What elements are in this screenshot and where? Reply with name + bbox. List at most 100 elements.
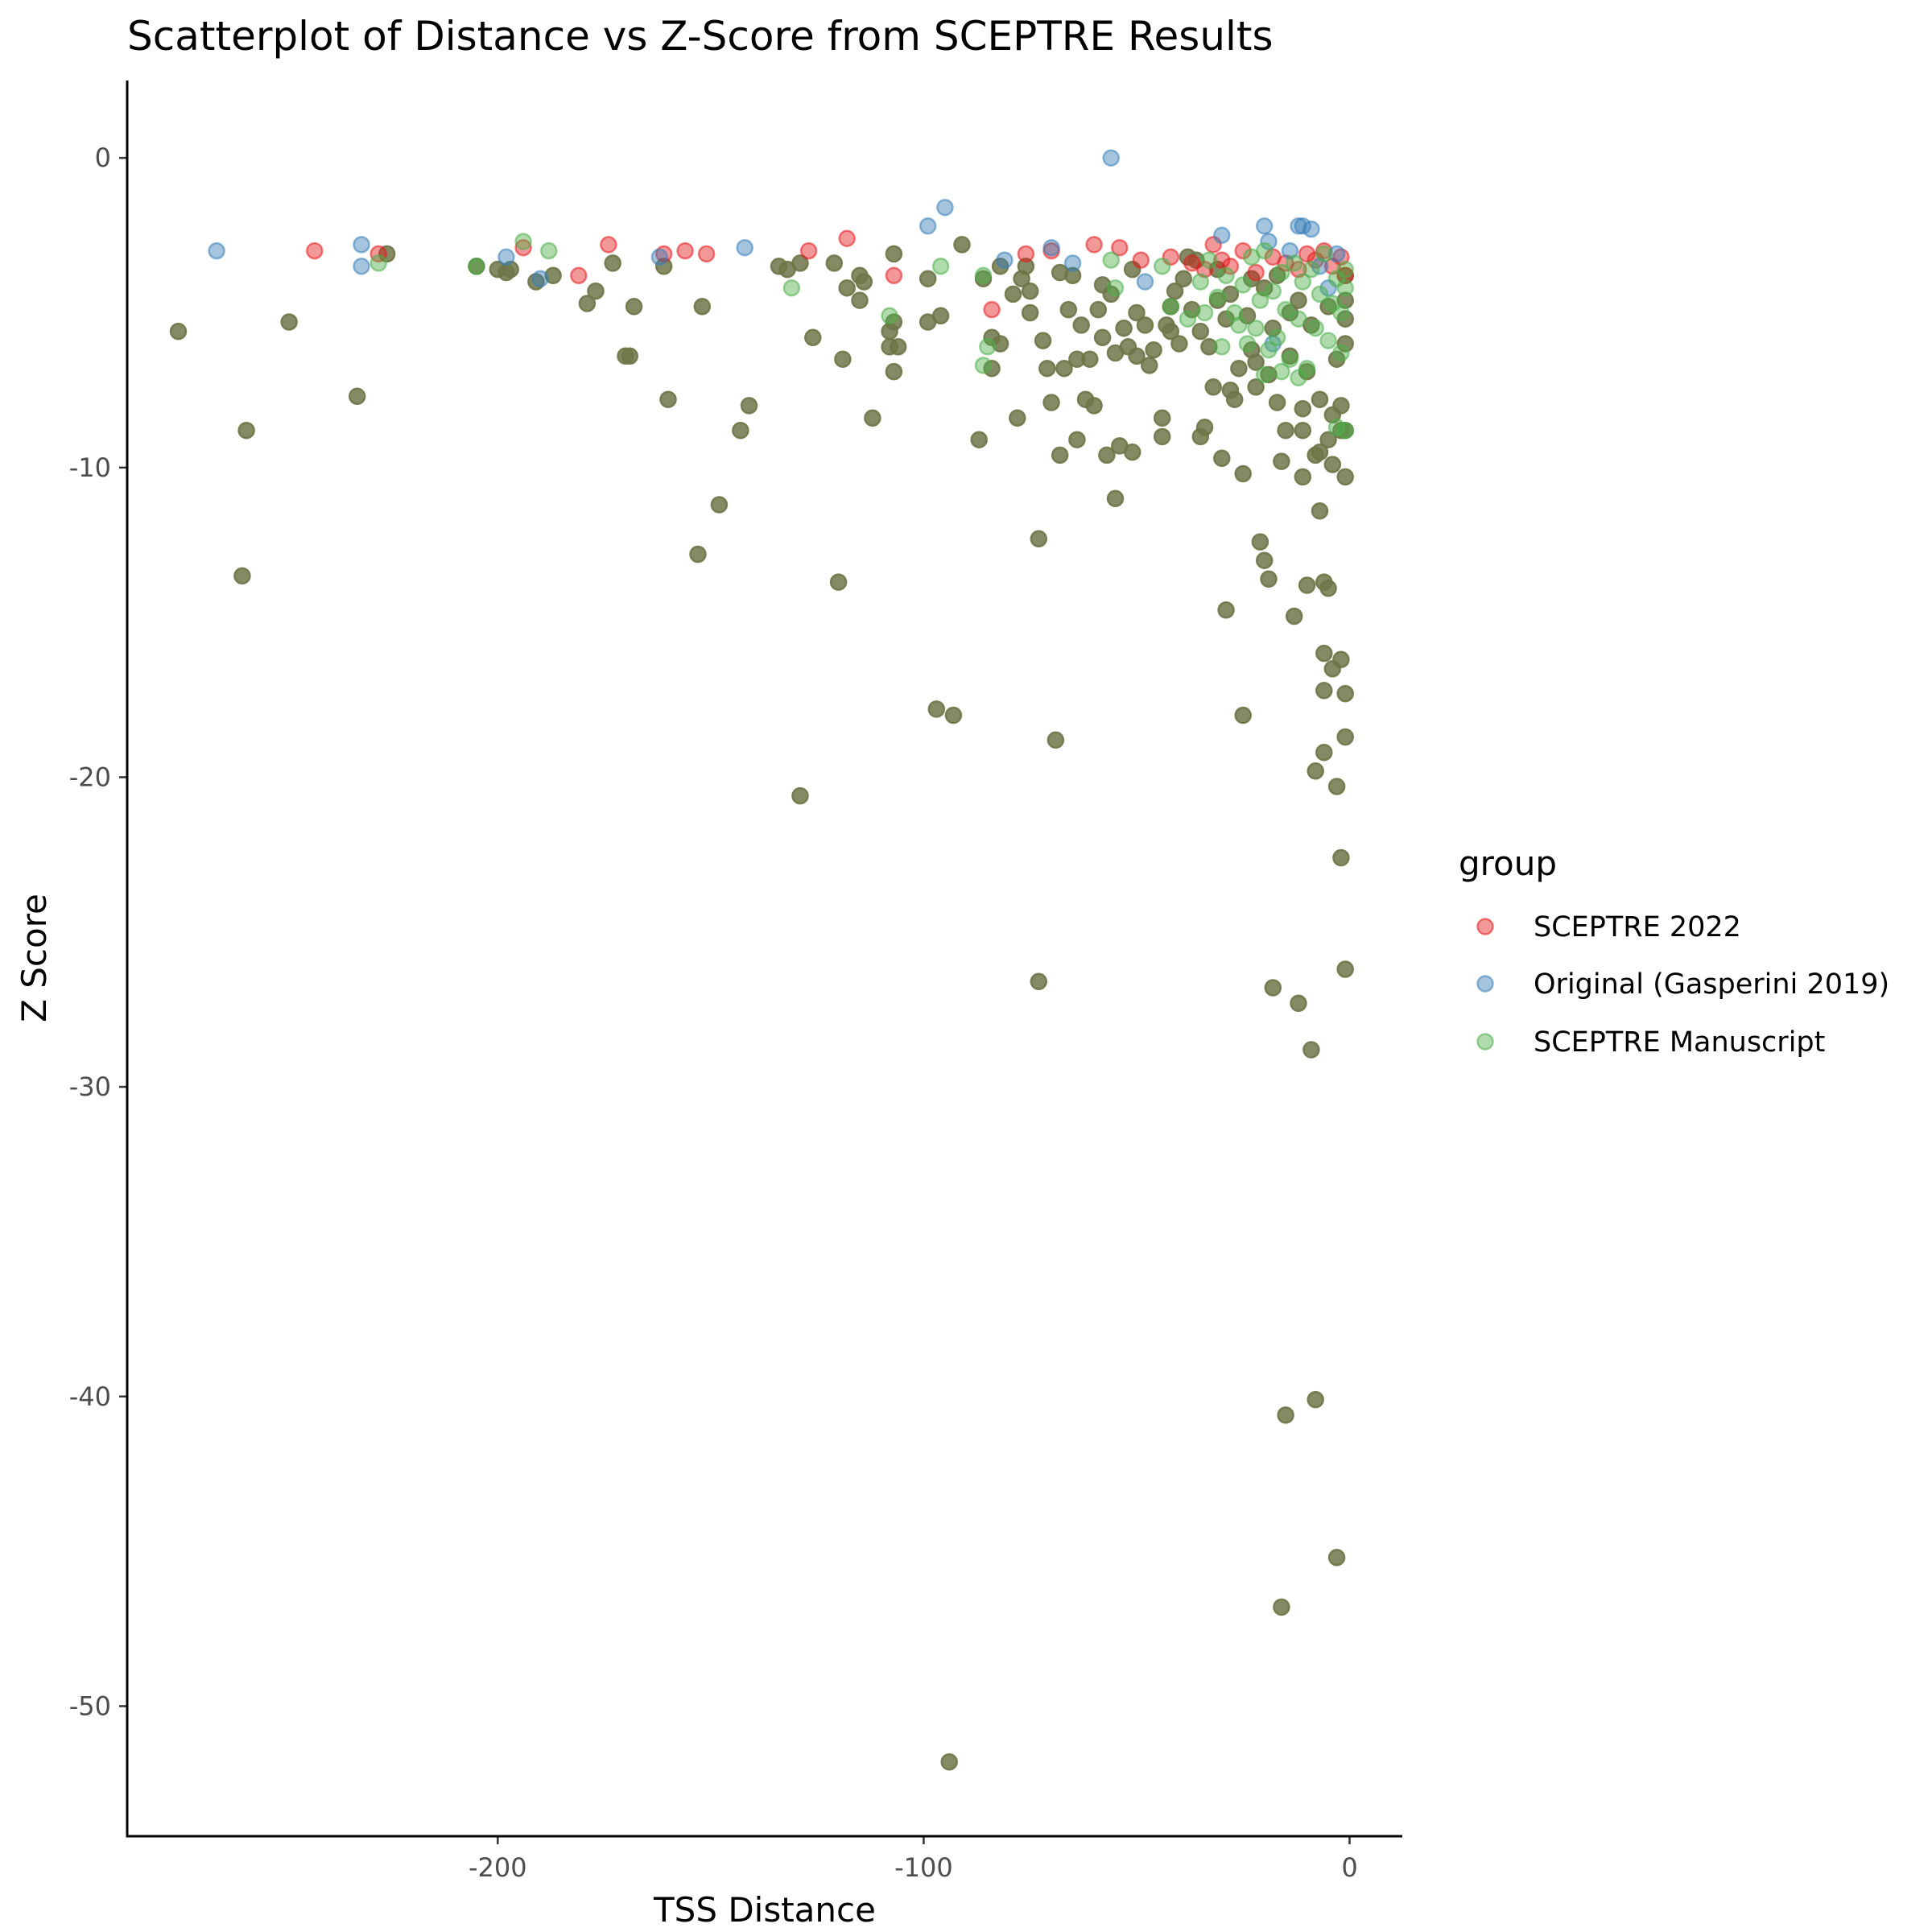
data-point-shared (1170, 335, 1188, 353)
data-point-shared (1128, 303, 1146, 322)
data-point-original-gasperini-2019 (353, 258, 370, 275)
data-point-shared (1315, 644, 1333, 663)
data-point-shared (1247, 378, 1265, 396)
data-point-original-gasperini-2019 (208, 242, 225, 260)
data-point-sceptre-manuscript (1213, 338, 1231, 356)
data-point-original-gasperini-2019 (497, 248, 515, 266)
legend-item-sceptre-manuscript: SCEPTRE Manuscript (1476, 1026, 1825, 1059)
legend-key-original-gasperini-2019 (1476, 975, 1494, 993)
data-point-shared (1166, 282, 1184, 300)
data-point-sceptre-manuscript (369, 254, 387, 272)
data-point-shared (1136, 316, 1154, 334)
data-point-shared (1251, 533, 1269, 551)
data-point-shared (829, 573, 848, 591)
data-point-shared (1323, 456, 1342, 473)
data-point-shared (1145, 341, 1162, 359)
data-point-shared (1009, 409, 1026, 427)
data-point-shared (280, 313, 298, 331)
data-point-shared (1327, 778, 1346, 795)
data-point-shared (710, 496, 729, 514)
data-point-shared (825, 254, 844, 272)
data-point-shared (940, 1752, 958, 1771)
data-point-sceptre-manuscript (1251, 291, 1269, 309)
data-point-shared (689, 545, 707, 564)
data-point-shared (1298, 576, 1316, 594)
data-point-shared (1072, 316, 1090, 334)
data-point-shared (578, 295, 597, 312)
data-point-sceptre-manuscript (1153, 258, 1171, 275)
data-point-shared (1034, 332, 1052, 349)
data-point-sceptre-manuscript (1294, 273, 1312, 291)
data-point-sceptre-2022 (885, 266, 903, 285)
data-point-shared (1260, 570, 1278, 588)
data-point-shared (1174, 270, 1192, 287)
legend: group SCEPTRE 2022 Original (Gasperini 2… (1459, 844, 1889, 1059)
data-point-sceptre-manuscript (1332, 303, 1350, 322)
data-point-shared (1183, 300, 1201, 319)
data-point-shared (1285, 607, 1303, 625)
data-point-shared (864, 409, 881, 427)
data-point-shared (1162, 322, 1180, 341)
data-point-shared (1290, 994, 1307, 1013)
data-point-sceptre-2022 (1234, 242, 1252, 260)
data-point-sceptre-manuscript (881, 307, 898, 325)
data-point-original-gasperini-2019 (353, 236, 370, 254)
data-point-shared (1204, 378, 1222, 396)
data-point-shared (1319, 580, 1337, 597)
data-point-shared (1093, 328, 1112, 347)
data-point-shared (1332, 848, 1350, 867)
data-point-shared (1307, 762, 1324, 780)
data-point-sceptre-2022 (570, 266, 588, 285)
data-point-sceptre-manuscript (974, 266, 993, 285)
data-point-shared (233, 567, 251, 585)
data-point-sceptre-manuscript (1307, 319, 1324, 337)
data-point-sceptre-2022 (1111, 238, 1129, 257)
data-point-shared (1021, 303, 1039, 322)
data-point-shared (1319, 431, 1337, 448)
data-point-shared (1290, 291, 1307, 309)
data-point-original-gasperini-2019 (1042, 238, 1060, 257)
data-point-shared (1273, 1598, 1290, 1616)
data-point-shared (1260, 365, 1278, 384)
data-point-shared (1042, 394, 1060, 411)
data-point-shared (740, 397, 758, 415)
data-point-shared (970, 431, 988, 448)
data-point-sceptre-manuscript (1273, 263, 1290, 282)
data-point-shared (1153, 427, 1171, 446)
data-point-shared (1059, 300, 1078, 319)
data-point-shared (169, 322, 188, 341)
data-point-shared (237, 421, 255, 440)
data-point-sceptre-2022 (697, 245, 716, 263)
data-point-original-gasperini-2019 (531, 270, 549, 287)
data-point-shared (1017, 258, 1035, 275)
data-point-shared (1247, 353, 1265, 371)
legend-title: group (1459, 844, 1557, 883)
data-point-shared (804, 328, 822, 347)
data-point-sceptre-manuscript (1281, 350, 1299, 368)
data-point-shared (1264, 979, 1282, 997)
data-point-shared (944, 706, 963, 724)
y-axis-title: Z Score (14, 894, 54, 1022)
data-point-sceptre-manuscript (1191, 273, 1210, 291)
data-point-original-gasperini-2019 (650, 248, 669, 266)
data-point-shared (1128, 347, 1146, 365)
data-point-shared (1063, 266, 1082, 285)
data-point-original-gasperini-2019 (1327, 245, 1346, 263)
data-point-sceptre-2022 (600, 236, 617, 254)
data-point-sceptre-manuscript (1238, 335, 1257, 353)
data-point-sceptre-manuscript (1162, 298, 1180, 316)
series-shared (169, 236, 1354, 1771)
data-point-sceptre-manuscript (1290, 369, 1307, 387)
data-point-shared (1273, 452, 1290, 470)
legend-key-sceptre-manuscript (1476, 1033, 1494, 1051)
data-point-shared (1055, 359, 1073, 378)
data-point-shared (838, 279, 856, 297)
x-tick-label: -100 (894, 1852, 953, 1883)
data-point-shared (625, 298, 643, 316)
data-point-shared (1294, 421, 1312, 440)
data-point-shared (1098, 446, 1116, 464)
y-tick-label: -50 (69, 1690, 111, 1721)
data-point-shared (889, 338, 907, 356)
data-point-sceptre-manuscript (1106, 279, 1125, 297)
